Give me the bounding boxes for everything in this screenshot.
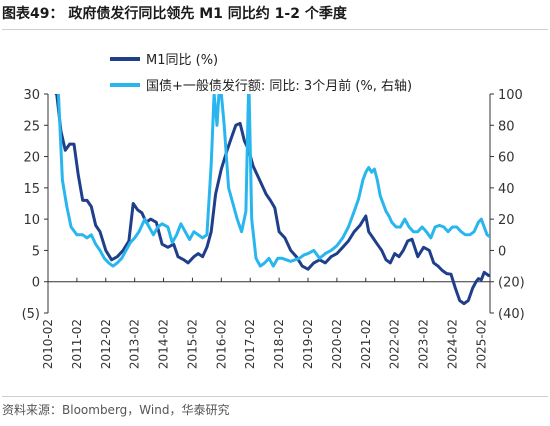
- left-axis-tick-label: 5: [32, 244, 40, 259]
- series-line-m1: [54, 94, 490, 306]
- right-axis-tick-label: (40): [498, 307, 525, 322]
- x-axis-tick-label: 2021-02: [359, 319, 373, 369]
- x-axis-tick-label: 2017-02: [243, 319, 257, 369]
- left-axis-tick-label: 25: [23, 119, 40, 134]
- right-axis-tick-label: 60: [498, 151, 515, 166]
- x-axis-tick-label: 2012-02: [99, 319, 113, 369]
- x-axis-tick-label: 2019-02: [301, 319, 315, 369]
- series-line-bond-issuance: [56, 94, 490, 268]
- legend-label: M1同比 (%): [146, 53, 218, 68]
- left-axis-tick-label: 15: [23, 182, 40, 197]
- left-axis-tick-label: 10: [23, 213, 40, 228]
- right-axis-tick-label: 40: [498, 182, 515, 197]
- x-axis-tick-label: 2018-02: [272, 319, 286, 369]
- x-axis-tick-label: 2016-02: [214, 319, 228, 369]
- footer-rule: [2, 396, 548, 397]
- right-axis-tick-label: 100: [498, 88, 523, 103]
- left-axis-tick-label: 0: [32, 276, 40, 291]
- right-axis-tick-label: 20: [498, 213, 515, 228]
- x-axis-tick-label: 2011-02: [70, 319, 84, 369]
- figure-title: 图表49： 政府债发行同比领先 M1 同比约 1-2 个季度: [2, 6, 347, 22]
- x-axis-tick-label: 2013-02: [128, 319, 142, 369]
- right-axis-tick-label: (20): [498, 276, 525, 291]
- right-axis-tick-label: 0: [498, 244, 506, 259]
- right-axis-tick-label: 80: [498, 119, 515, 134]
- left-axis-tick-label: 20: [23, 151, 40, 166]
- x-axis-tick-label: 2022-02: [388, 319, 402, 369]
- x-axis-tick-label: 2010-02: [41, 319, 55, 369]
- left-axis-tick-label: (5): [22, 307, 40, 322]
- x-axis-tick-label: 2020-02: [330, 319, 344, 369]
- left-axis-tick-label: 30: [23, 88, 40, 103]
- legend-label: 国债+一般债发行额: 同比: 3个月前 (%, 右轴): [146, 78, 412, 94]
- source-note: 资料来源：Bloomberg，Wind，华泰研究: [2, 403, 230, 417]
- title-rule: [2, 29, 548, 30]
- x-axis-tick-label: 2014-02: [157, 319, 171, 369]
- x-axis-tick-label: 2024-02: [445, 319, 459, 369]
- x-axis-tick-label: 2023-02: [417, 319, 431, 369]
- x-axis-tick-label: 2025-02: [474, 319, 488, 369]
- x-axis-tick-label: 2015-02: [185, 319, 199, 369]
